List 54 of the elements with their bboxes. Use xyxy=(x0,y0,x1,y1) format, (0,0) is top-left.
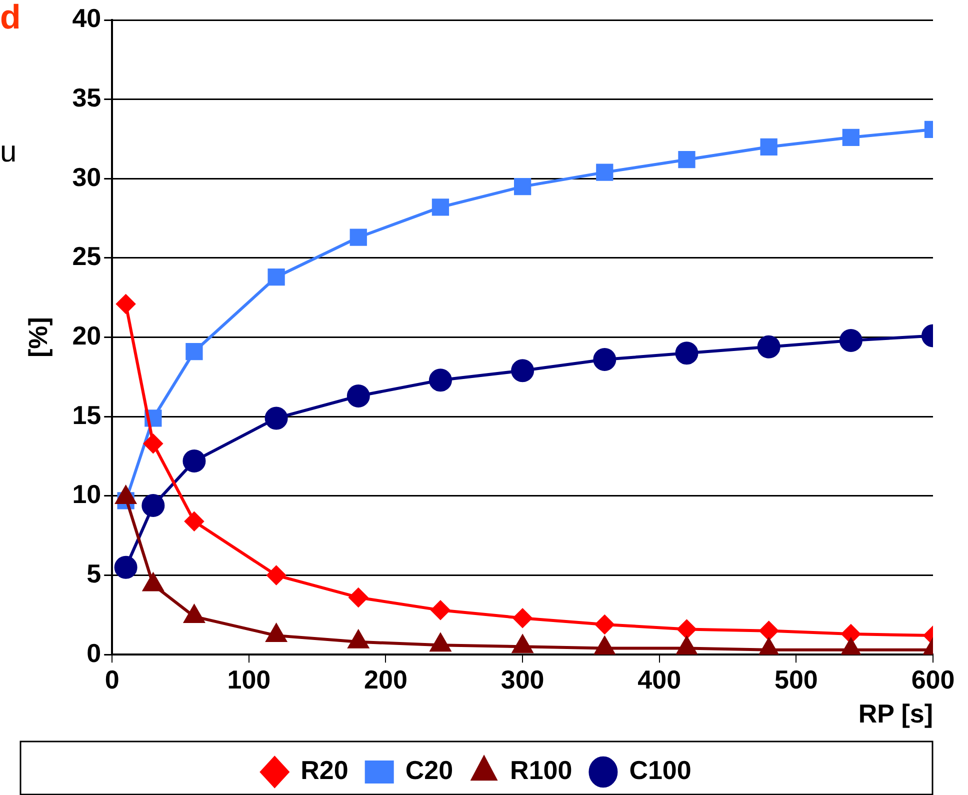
y-tick-label: 10 xyxy=(72,479,102,510)
point xyxy=(839,328,862,352)
y-tick-label: 25 xyxy=(72,241,102,272)
point xyxy=(430,600,450,620)
y-tick-label: 20 xyxy=(72,320,102,350)
text: d xyxy=(0,0,21,36)
legend-label: R20 xyxy=(300,755,348,786)
point xyxy=(186,343,203,360)
point xyxy=(116,294,136,314)
point xyxy=(841,624,860,644)
point xyxy=(760,138,778,156)
point xyxy=(759,621,778,640)
x-tick-label: 300 xyxy=(500,664,544,694)
point xyxy=(514,178,532,196)
y-tick-label: 30 xyxy=(72,162,102,192)
point xyxy=(432,198,450,216)
y-tick-label: 15 xyxy=(72,400,102,430)
point xyxy=(184,512,204,531)
x-tick-label: 100 xyxy=(227,664,271,694)
point xyxy=(596,164,614,181)
point xyxy=(264,406,288,430)
point xyxy=(348,588,368,607)
x-tick-label: 400 xyxy=(638,664,682,694)
point xyxy=(266,566,286,585)
legend-label: C100 xyxy=(629,755,692,786)
legend-label: C20 xyxy=(405,755,454,786)
point xyxy=(144,434,163,454)
point xyxy=(677,620,696,639)
x-tick-label: 200 xyxy=(364,664,408,694)
y-tick-label: 5 xyxy=(86,558,102,588)
point xyxy=(678,151,696,168)
point xyxy=(675,342,698,365)
point xyxy=(182,450,206,473)
x-tick-label: 600 xyxy=(911,664,955,694)
legend-label: R100 xyxy=(510,755,572,786)
point xyxy=(593,348,616,372)
point xyxy=(350,228,367,246)
point xyxy=(757,335,780,358)
point xyxy=(513,608,532,628)
y-tick-label: 40 xyxy=(72,3,102,34)
point xyxy=(842,128,860,146)
point xyxy=(268,268,285,286)
y-tick-label: 35 xyxy=(72,82,102,112)
point xyxy=(346,384,370,408)
y-axis-title: [%] xyxy=(22,317,53,358)
point xyxy=(428,368,452,392)
point xyxy=(595,614,614,634)
point xyxy=(114,556,138,579)
point xyxy=(142,494,165,517)
text: u xyxy=(0,135,17,168)
point xyxy=(511,359,534,382)
x-tick-label: 500 xyxy=(774,664,818,694)
x-axis-title: RP [s] xyxy=(858,698,933,729)
y-tick-label: 0 xyxy=(86,638,102,668)
